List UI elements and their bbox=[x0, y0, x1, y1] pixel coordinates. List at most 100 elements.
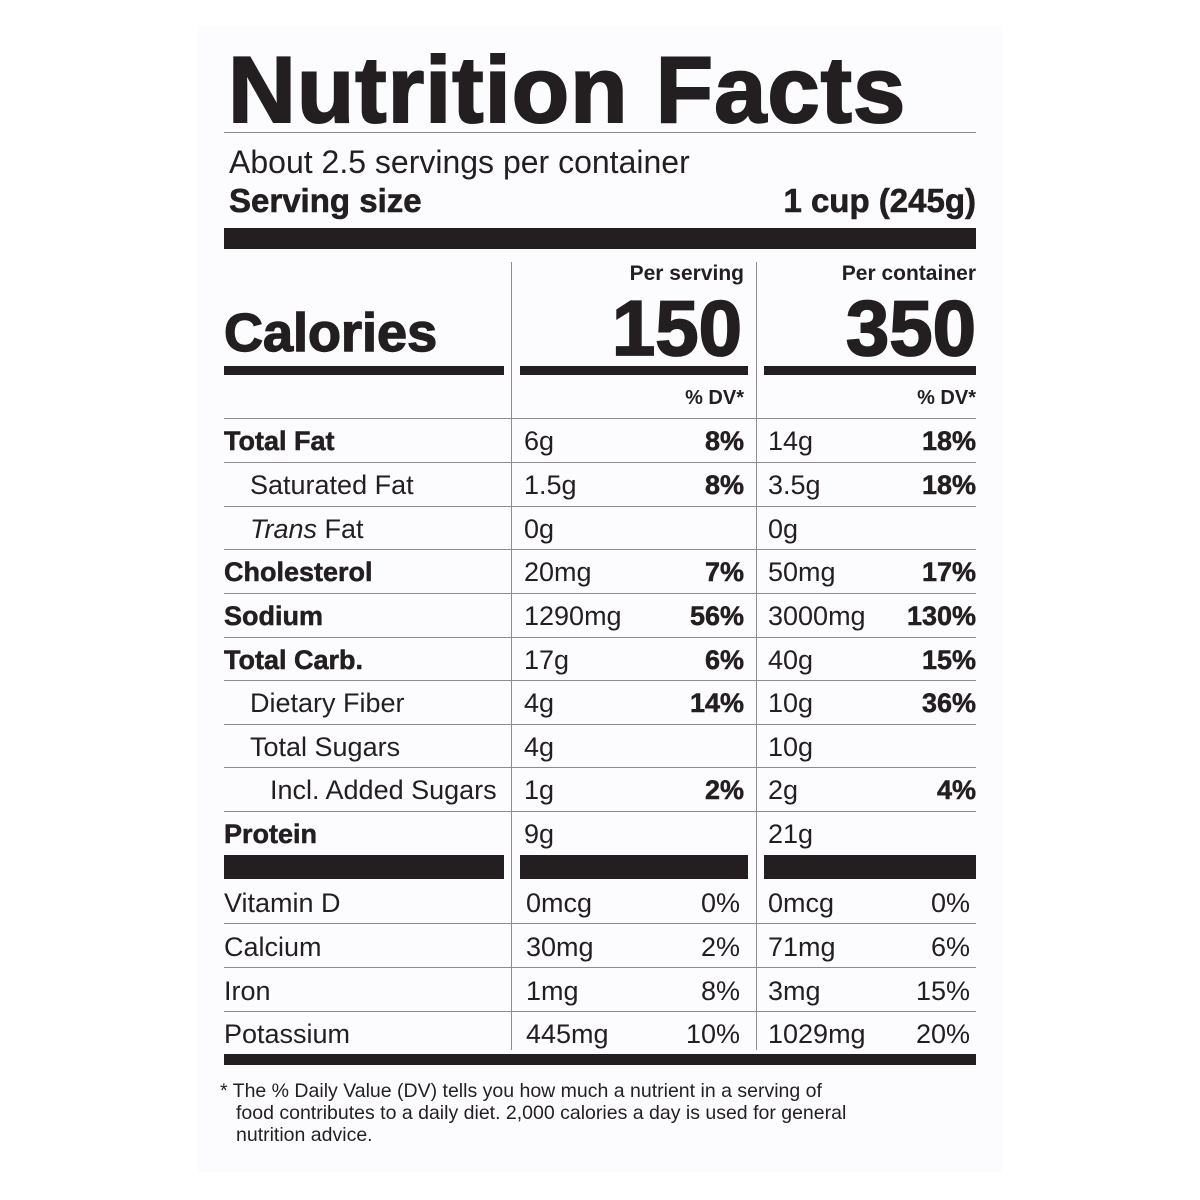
footnote-line: * The % Daily Value (DV) tells you how m… bbox=[220, 1080, 822, 1102]
container-amount: 3.5g bbox=[768, 470, 821, 500]
serving-dv: 8% bbox=[704, 426, 745, 457]
vitamin-row-potassium: Potassium 445mg 10% 1029mg 20% bbox=[0, 1012, 1200, 1056]
serving-amount: 445mg bbox=[526, 1019, 609, 1049]
calories-label: Calories bbox=[223, 302, 438, 363]
row-divider bbox=[224, 593, 976, 594]
nutrient-row-added-sugars: Incl. Added Sugars 1g 2% 2g 4% bbox=[0, 768, 1200, 812]
nutrient-name: Incl. Added Sugars bbox=[270, 775, 497, 805]
serving-dv: 2% bbox=[700, 932, 740, 962]
serving-amount: 20mg bbox=[524, 557, 592, 587]
container-dv: 130% bbox=[906, 601, 977, 632]
container-amount: 3mg bbox=[768, 976, 821, 1006]
protein-bar-2 bbox=[520, 855, 748, 879]
row-divider bbox=[224, 811, 976, 812]
servings-per-container: About 2.5 servings per container bbox=[229, 144, 690, 180]
row-divider bbox=[224, 680, 976, 681]
calories-per-serving: 150 bbox=[611, 284, 743, 372]
serving-amount: 0mcg bbox=[526, 888, 593, 918]
per-serving-header: Per serving bbox=[629, 262, 744, 285]
nutrient-row-total-fat: Total Fat 6g 8% 14g 18% bbox=[0, 419, 1200, 463]
nutrient-row-trans-fat: Trans Fat 0g 0g bbox=[0, 507, 1200, 551]
row-divider bbox=[224, 724, 976, 725]
serving-amount: 9g bbox=[524, 819, 555, 849]
vitamin-row-vitamin-d: Vitamin D 0mcg 0% 0mcg 0% bbox=[0, 881, 1200, 925]
container-amount: 50mg bbox=[768, 557, 836, 587]
calories-bar-2 bbox=[520, 366, 748, 375]
nutrient-name: Total Fat bbox=[224, 426, 335, 457]
container-dv: 0% bbox=[930, 888, 970, 918]
serving-size-label: Serving size bbox=[229, 182, 422, 220]
container-amount: 21g bbox=[768, 819, 814, 849]
row-divider bbox=[224, 637, 976, 638]
calories-bar-3 bbox=[764, 366, 976, 375]
row-divider bbox=[224, 1011, 976, 1012]
calories-bar-1 bbox=[224, 366, 504, 375]
nutrient-row-dietary-fiber: Dietary Fiber 4g 14% 10g 36% bbox=[0, 681, 1200, 725]
row-divider bbox=[224, 923, 976, 924]
nutrient-name: Sodium bbox=[224, 601, 324, 632]
serving-dv: 0% bbox=[700, 888, 740, 918]
row-divider bbox=[224, 506, 976, 507]
serving-size-value: 1 cup (245g) bbox=[783, 182, 976, 220]
vitamin-name: Vitamin D bbox=[224, 888, 341, 918]
serving-dv: 8% bbox=[700, 976, 740, 1006]
serving-amount: 1mg bbox=[526, 976, 579, 1006]
nutrient-name: Trans Fat bbox=[250, 507, 364, 551]
nutrient-row-total-carb: Total Carb. 17g 6% 40g 15% bbox=[0, 638, 1200, 682]
per-container-header: Per container bbox=[841, 262, 976, 285]
container-amount: 0mcg bbox=[768, 888, 835, 918]
footnote: * The % Daily Value (DV) tells you how m… bbox=[220, 1080, 846, 1146]
nutrient-row-total-sugars: Total Sugars 4g 10g bbox=[0, 725, 1200, 769]
nutrient-name: Dietary Fiber bbox=[250, 688, 405, 718]
container-dv: 6% bbox=[930, 932, 970, 962]
nutrient-name: Total Carb. bbox=[224, 645, 364, 676]
row-divider bbox=[224, 967, 976, 968]
label-title: Nutrition Facts bbox=[227, 37, 907, 142]
nutrient-row-sodium: Sodium 1290mg 56% 3000mg 130% bbox=[0, 594, 1200, 638]
row-divider bbox=[224, 462, 976, 463]
title-divider bbox=[224, 132, 976, 133]
container-dv: 15% bbox=[915, 976, 970, 1006]
nutrient-name: Protein bbox=[224, 819, 318, 850]
vitamin-row-iron: Iron 1mg 8% 3mg 15% bbox=[0, 969, 1200, 1013]
serving-amount: 1290mg bbox=[524, 601, 622, 631]
container-amount: 10g bbox=[768, 732, 814, 762]
nutrient-name: Cholesterol bbox=[224, 557, 373, 588]
protein-bar-1 bbox=[224, 855, 504, 879]
column-divider-1 bbox=[511, 262, 512, 1050]
container-amount: 1029mg bbox=[768, 1019, 866, 1049]
container-dv: 17% bbox=[921, 557, 977, 588]
container-dv: 15% bbox=[921, 645, 977, 676]
container-amount: 40g bbox=[768, 645, 814, 675]
row-divider bbox=[224, 418, 976, 419]
serving-amount: 4g bbox=[524, 732, 555, 762]
serving-dv: 2% bbox=[704, 775, 745, 806]
container-amount: 10g bbox=[768, 688, 814, 718]
nutrient-name: Saturated Fat bbox=[250, 470, 414, 500]
dv-header-serving: % DV* bbox=[685, 387, 744, 409]
calories-per-container: 350 bbox=[845, 284, 977, 372]
serving-dv: 56% bbox=[689, 601, 745, 632]
serving-dv: 7% bbox=[704, 557, 745, 588]
footnote-line: nutrition advice. bbox=[236, 1124, 373, 1146]
row-divider bbox=[224, 549, 976, 550]
vitamin-name: Calcium bbox=[224, 932, 322, 962]
column-divider-2 bbox=[756, 262, 757, 1050]
serving-dv: 6% bbox=[704, 645, 745, 676]
container-dv: 4% bbox=[936, 775, 977, 806]
serving-amount: 1g bbox=[524, 775, 555, 805]
nutrient-name-rest: Fat bbox=[317, 514, 364, 544]
serving-amount: 1.5g bbox=[524, 470, 577, 500]
container-dv: 18% bbox=[921, 426, 977, 457]
row-divider bbox=[224, 767, 976, 768]
serving-amount: 30mg bbox=[526, 932, 594, 962]
container-dv: 20% bbox=[915, 1019, 970, 1049]
footnote-line: food contributes to a daily diet. 2,000 … bbox=[236, 1102, 847, 1124]
vitamin-row-calcium: Calcium 30mg 2% 71mg 6% bbox=[0, 925, 1200, 969]
container-amount: 0g bbox=[768, 514, 799, 544]
serving-dv: 8% bbox=[704, 470, 745, 501]
serving-divider-bar bbox=[224, 228, 976, 249]
nutrient-row-saturated-fat: Saturated Fat 1.5g 8% 3.5g 18% bbox=[0, 463, 1200, 507]
vitamin-name: Iron bbox=[224, 976, 271, 1006]
serving-dv: 14% bbox=[689, 688, 745, 719]
